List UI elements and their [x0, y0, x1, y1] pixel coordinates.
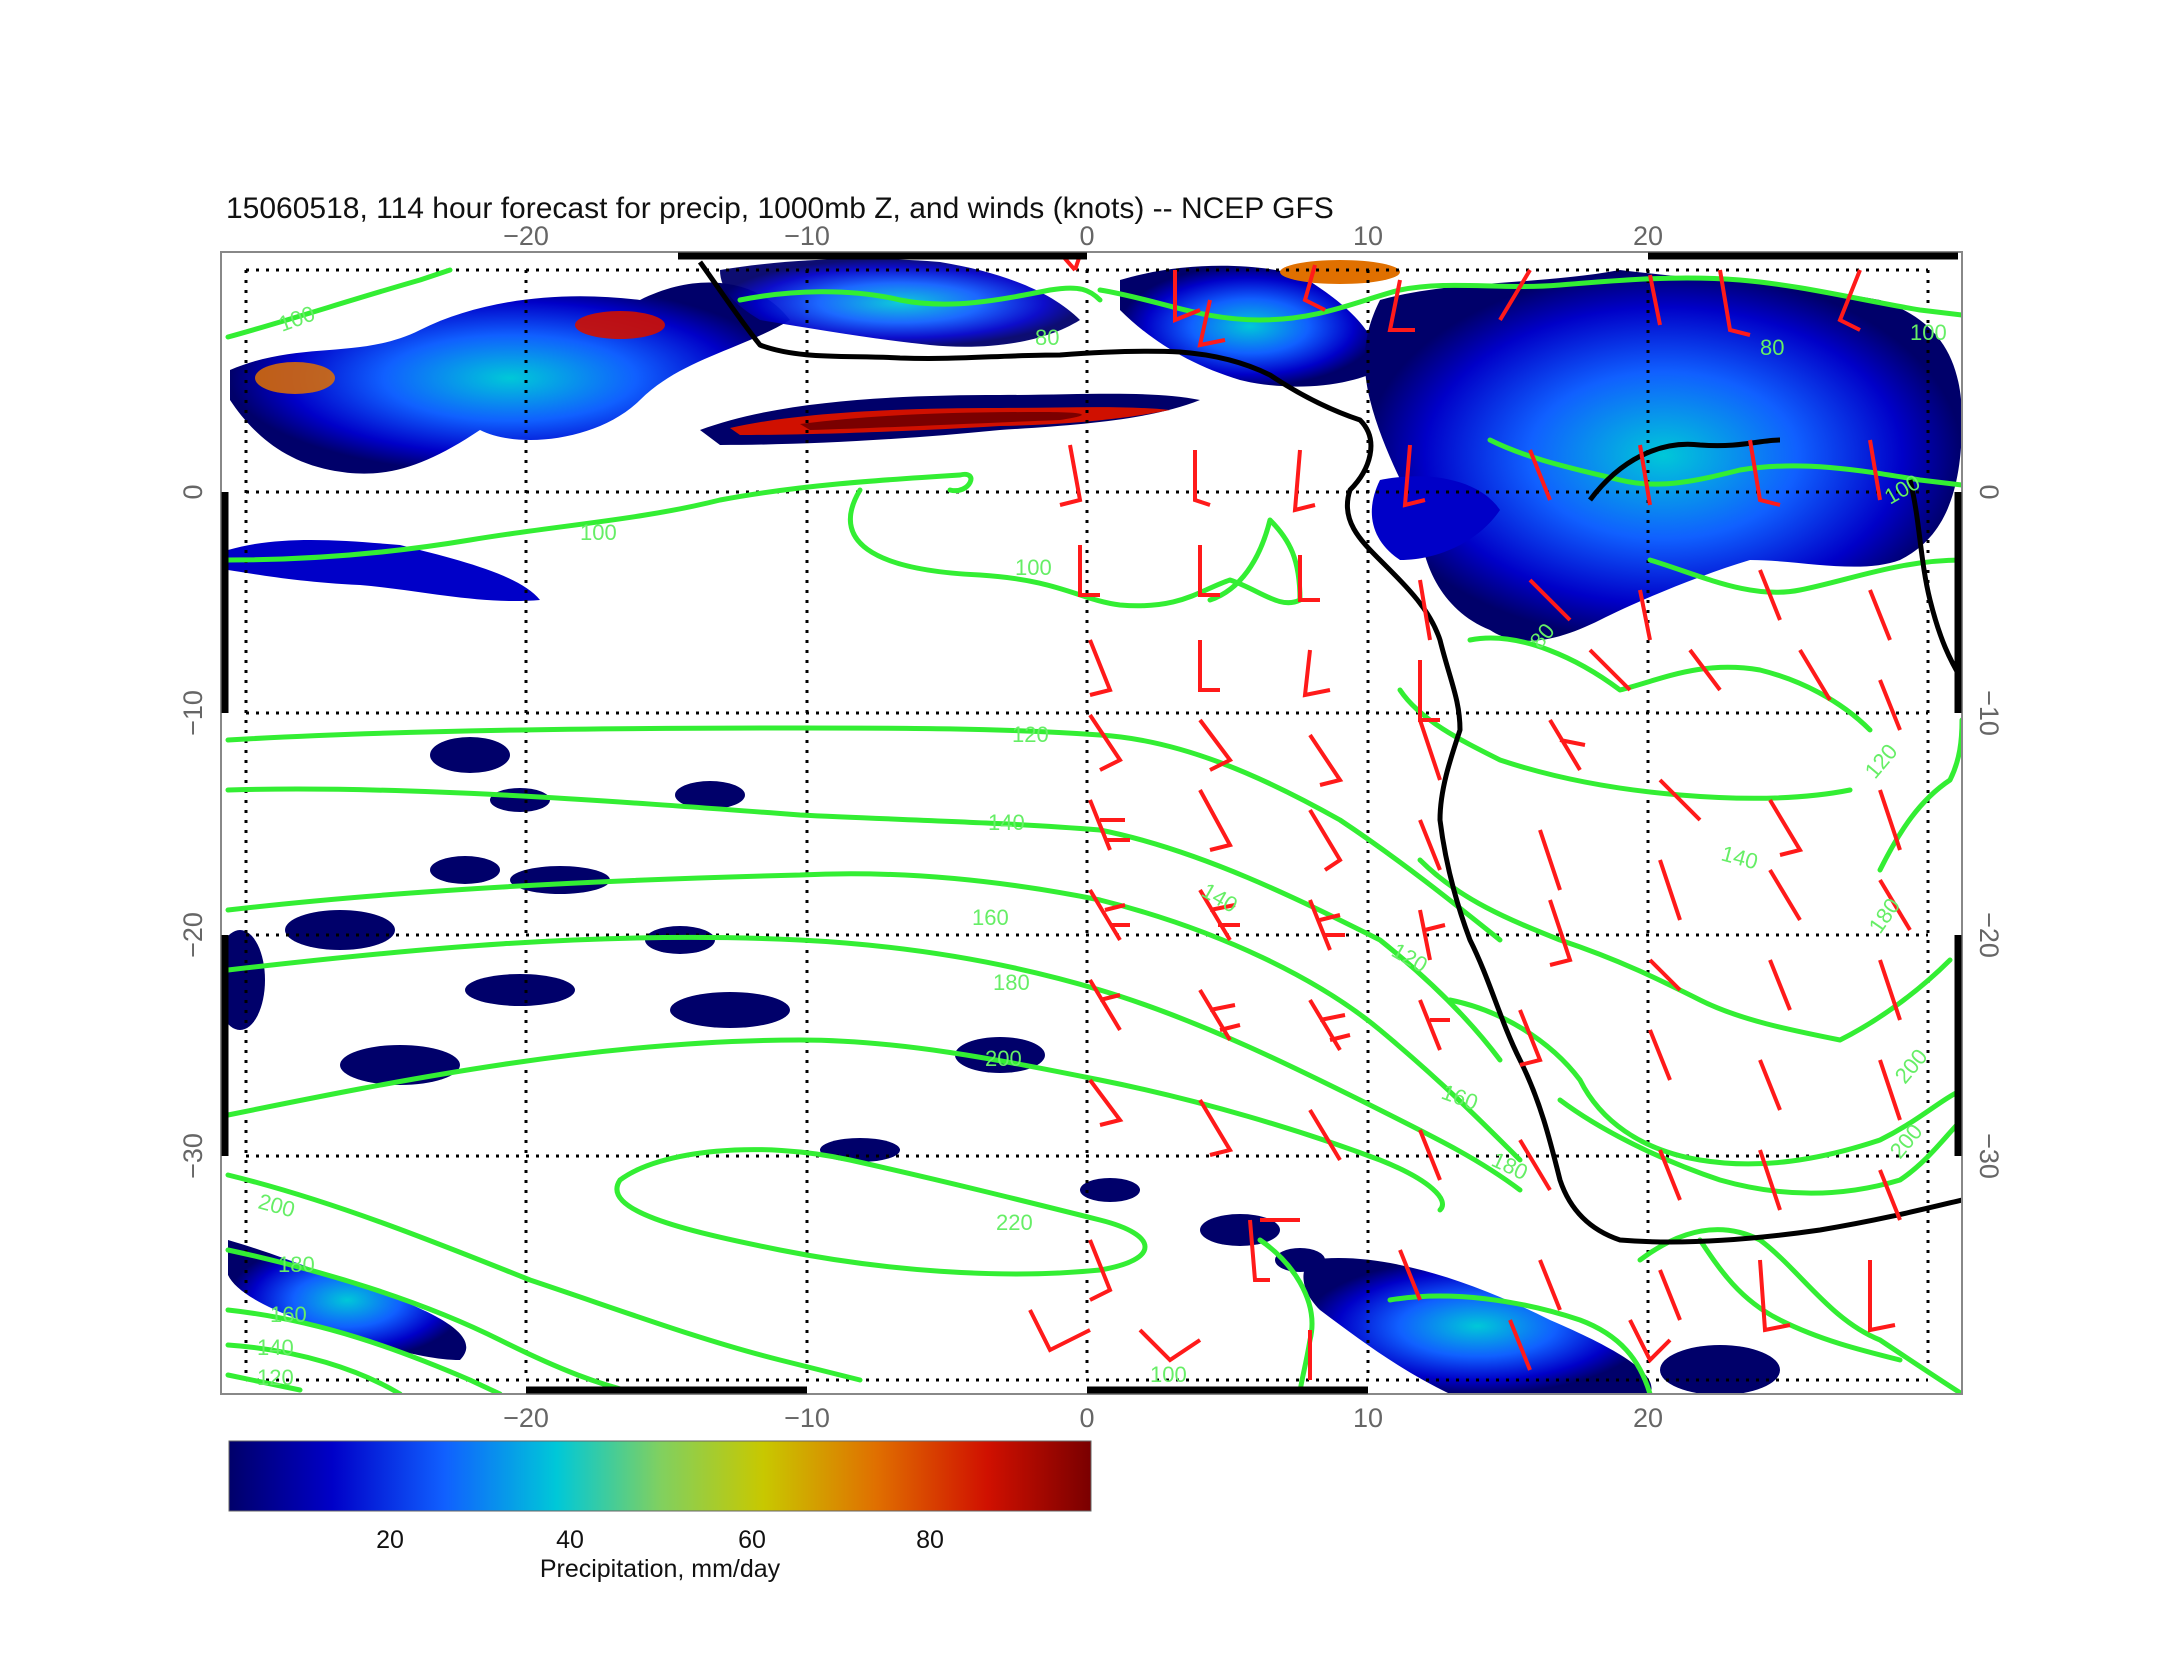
precip-area	[465, 974, 575, 1006]
contour-label: 220	[996, 1210, 1033, 1235]
precip-area	[1080, 1178, 1140, 1202]
colorbar-tick: 80	[916, 1526, 944, 1554]
coastline	[697, 260, 1962, 1245]
contour-label: 200	[985, 1046, 1022, 1071]
precip-area	[575, 311, 665, 339]
lon-tick: −10	[784, 1403, 830, 1433]
precip-area	[430, 856, 500, 884]
colorbar-label: Precipitation, mm/day	[540, 1555, 781, 1583]
lon-tick: 20	[1633, 221, 1663, 251]
map-frame	[220, 251, 1963, 1395]
figure-title: 15060518, 114 hour forecast for precip, …	[226, 192, 1334, 225]
precip-area	[255, 362, 335, 394]
precipitation-field	[221, 258, 1962, 1394]
contour-label: 180	[993, 970, 1030, 995]
longitude-ticks-bottom: −20 −10 0 10 20	[503, 1403, 1663, 1433]
map-panel: 100 100 100 80 120 140 160 180 200 220 2…	[221, 252, 1962, 1394]
lon-tick: 0	[1079, 221, 1094, 251]
contour-label: 100	[1150, 1362, 1187, 1387]
contour-label: 140	[257, 1335, 294, 1360]
precip-area	[645, 926, 715, 954]
lon-tick: −10	[784, 221, 830, 251]
precip-area	[221, 930, 265, 1030]
lon-tick: −20	[503, 1403, 549, 1433]
contour-label: 140	[988, 810, 1025, 835]
precip-area	[1303, 1258, 1652, 1394]
precip-area	[800, 412, 1082, 430]
wind-barbs	[1028, 252, 1912, 1380]
colorbar-tick: 20	[376, 1526, 404, 1554]
colorbar-gradient	[228, 1440, 1092, 1512]
precip-area	[285, 910, 395, 950]
lat-tick: −30	[178, 1133, 208, 1179]
precip-area	[720, 258, 1080, 347]
colorbar-tick: 40	[556, 1526, 584, 1554]
precipitation-colorbar: 20 40 60 80 Precipitation, mm/day	[228, 1440, 1092, 1583]
precip-area	[1120, 265, 1380, 387]
precip-area	[340, 1045, 460, 1085]
lat-tick: −20	[1974, 912, 2004, 958]
latitude-ticks-right: 0 −10 −20 −30	[1974, 484, 2004, 1178]
lon-tick: −20	[503, 221, 549, 251]
contour-label: 180	[278, 1252, 315, 1277]
contour-label: 120	[257, 1365, 294, 1390]
lon-tick: 10	[1353, 1403, 1383, 1433]
lat-tick: −10	[1974, 690, 2004, 736]
lat-tick: 0	[1974, 484, 2004, 499]
longitude-ticks-top: −20 −10 0 10 20	[503, 221, 1663, 251]
latitude-ticks-left: 0 −10 −20 −30	[178, 484, 208, 1178]
precip-area	[1660, 1345, 1780, 1394]
colorbar-tick: 60	[738, 1526, 766, 1554]
contour-label: 160	[972, 905, 1009, 930]
precip-area	[1280, 260, 1400, 284]
precip-area	[670, 992, 790, 1028]
lon-tick: 10	[1353, 221, 1383, 251]
map-border-scale	[221, 252, 1962, 1394]
lat-tick: −30	[1974, 1133, 2004, 1179]
precip-area	[228, 540, 540, 602]
lat-tick: −10	[178, 690, 208, 736]
lon-tick: 20	[1633, 1403, 1663, 1433]
height-contours	[225, 267, 1962, 1394]
lat-tick: −20	[178, 912, 208, 958]
contour-label: 100	[1015, 555, 1052, 580]
lat-tick: 0	[178, 484, 208, 499]
contour-labels: 100 100 100 80 120 140 160 180 200 220 2…	[256, 301, 1947, 1390]
precip-area	[228, 1240, 467, 1360]
lon-tick: 0	[1079, 1403, 1094, 1433]
precip-area	[430, 737, 510, 773]
contour-label: 80	[1035, 325, 1059, 350]
contour-label: 120	[1012, 722, 1049, 747]
precip-area	[1364, 270, 1962, 641]
contour-label: 100	[1910, 320, 1947, 345]
contour-label: 100	[580, 520, 617, 545]
precip-area	[675, 781, 745, 809]
contour-label: 160	[270, 1302, 307, 1327]
lat-lon-grid	[244, 268, 1930, 1382]
precip-area	[490, 788, 550, 812]
contour-label: 80	[1760, 335, 1784, 360]
